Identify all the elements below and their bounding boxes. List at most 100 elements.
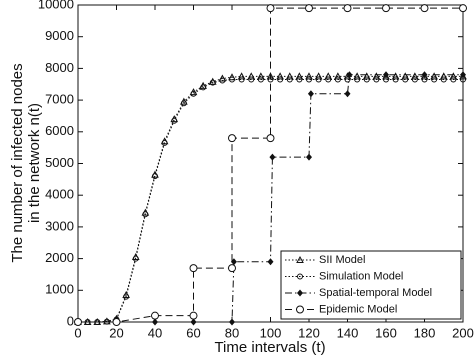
point [439, 72, 448, 80]
point [430, 72, 438, 80]
y-axis-label: The number of infected nodes [9, 63, 26, 262]
point [324, 72, 333, 80]
y-tick-label: 0 [67, 313, 74, 328]
point [285, 72, 294, 80]
point [132, 255, 139, 262]
y-tick-label: 2000 [45, 250, 74, 265]
point [112, 318, 121, 326]
x-tick-label: 180 [414, 325, 436, 340]
point [460, 71, 466, 79]
x-tick-label: 140 [337, 325, 359, 340]
point [266, 134, 275, 143]
legend-marker [296, 305, 304, 314]
y-tick-label: 7000 [45, 92, 74, 107]
legend-label: Simulation Model [319, 270, 403, 282]
point [151, 311, 159, 320]
y-tick-label: 6000 [45, 123, 74, 138]
point [123, 293, 130, 300]
point [209, 79, 216, 86]
point [449, 72, 458, 80]
series-line [78, 7, 463, 323]
point [277, 76, 284, 83]
point [402, 76, 409, 83]
x-tick-label: 60 [186, 325, 200, 340]
point [373, 76, 380, 83]
point [343, 4, 352, 13]
x-tick-label: 200 [452, 325, 474, 340]
point [171, 117, 178, 124]
point [286, 76, 293, 83]
point [391, 72, 400, 80]
point [459, 4, 467, 13]
y-tick-label: 5000 [45, 155, 74, 170]
point [383, 71, 389, 79]
point [334, 76, 341, 83]
point [401, 72, 410, 80]
point [372, 72, 381, 80]
point [315, 76, 322, 83]
point [305, 4, 313, 13]
point [353, 72, 361, 80]
point [382, 4, 390, 13]
x-tick-label: 100 [260, 325, 282, 340]
point [306, 153, 312, 161]
point [450, 76, 457, 83]
point [238, 76, 245, 83]
point [74, 318, 82, 326]
series-line [78, 74, 463, 323]
point [190, 90, 197, 97]
point [306, 76, 312, 83]
point [314, 72, 323, 80]
point [267, 258, 274, 266]
point [344, 76, 351, 83]
series-line [78, 78, 463, 323]
y-tick-label: 4000 [45, 187, 74, 202]
point [296, 76, 303, 83]
point [420, 4, 429, 13]
point [411, 72, 419, 80]
point [346, 71, 353, 79]
point [276, 72, 284, 80]
point [269, 153, 276, 161]
legend-label: Spatial-temporal Model [319, 287, 432, 299]
point [421, 71, 428, 79]
point [219, 77, 226, 84]
x-tick-label: 160 [375, 325, 397, 340]
point [142, 211, 149, 218]
point [295, 72, 304, 80]
legend-label: Epidemic Model [319, 303, 397, 315]
point [344, 90, 351, 98]
y-tick-label: 1000 [45, 282, 74, 297]
y-tick-label: 3000 [45, 218, 74, 233]
point [190, 318, 197, 326]
point [305, 72, 313, 80]
legend-marker [296, 255, 304, 263]
point [257, 76, 264, 83]
point [362, 72, 371, 80]
point [228, 134, 236, 143]
point [411, 76, 418, 83]
point [392, 76, 399, 83]
legend-marker [297, 289, 303, 297]
point [363, 76, 370, 83]
point [334, 72, 342, 80]
point [229, 318, 235, 326]
point [152, 173, 158, 180]
legend-box [280, 250, 462, 320]
point [354, 76, 361, 83]
x-axis-label: Time intervals (t) [214, 339, 325, 356]
point [228, 264, 236, 273]
x-tick-label: 80 [225, 325, 239, 340]
legend-label: SII Model [319, 254, 365, 266]
point [208, 77, 217, 85]
point [237, 72, 246, 80]
point [266, 4, 275, 13]
point [431, 76, 438, 83]
point [248, 76, 255, 83]
legend-marker [297, 273, 303, 280]
x-tick-label: 0 [74, 325, 81, 340]
point [161, 139, 168, 146]
y-tick-label: 10000 [38, 0, 74, 11]
point [325, 76, 332, 83]
